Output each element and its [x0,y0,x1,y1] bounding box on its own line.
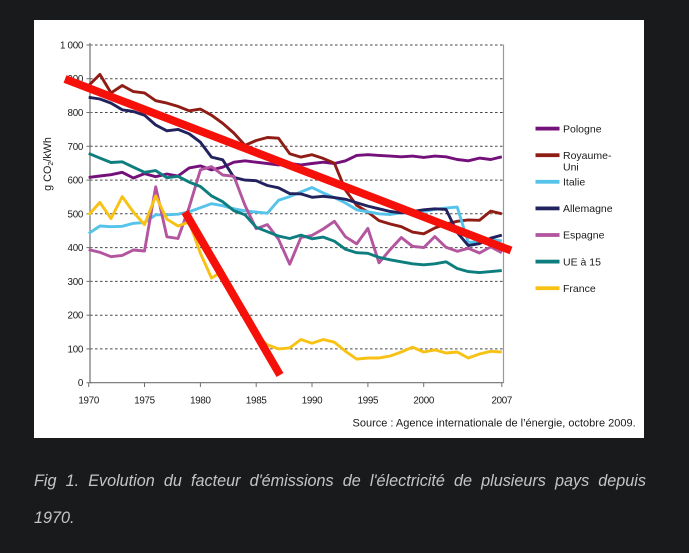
svg-text:400: 400 [68,243,84,254]
svg-text:2007: 2007 [491,395,512,406]
svg-text:1985: 1985 [246,395,267,406]
svg-text:g CO2/kWh: g CO2/kWh [42,137,55,191]
svg-text:1 000: 1 000 [60,41,84,52]
svg-text:1975: 1975 [134,395,155,406]
svg-text:1990: 1990 [302,395,323,406]
svg-text:2000: 2000 [413,395,434,406]
svg-text:Pologne: Pologne [563,123,602,135]
svg-text:100: 100 [68,344,84,355]
svg-text:Source : Agence internationale: Source : Agence internationale de l’éner… [353,418,636,430]
svg-text:800: 800 [68,108,84,119]
svg-text:1970: 1970 [78,395,99,406]
svg-text:1995: 1995 [358,395,379,406]
svg-text:0: 0 [78,378,84,389]
svg-text:700: 700 [68,142,84,153]
svg-text:France: France [563,283,596,295]
svg-text:600: 600 [68,176,84,187]
svg-text:200: 200 [68,311,84,322]
svg-text:300: 300 [68,277,84,288]
svg-text:Uni: Uni [563,162,579,174]
svg-text:Royaume-: Royaume- [563,150,612,162]
svg-text:Italie: Italie [563,177,585,189]
svg-text:1980: 1980 [190,395,211,406]
svg-text:500: 500 [68,209,84,220]
svg-text:UE à 15: UE à 15 [563,256,601,268]
svg-text:Allemagne: Allemagne [563,203,613,215]
svg-text:Espagne: Espagne [563,230,605,242]
